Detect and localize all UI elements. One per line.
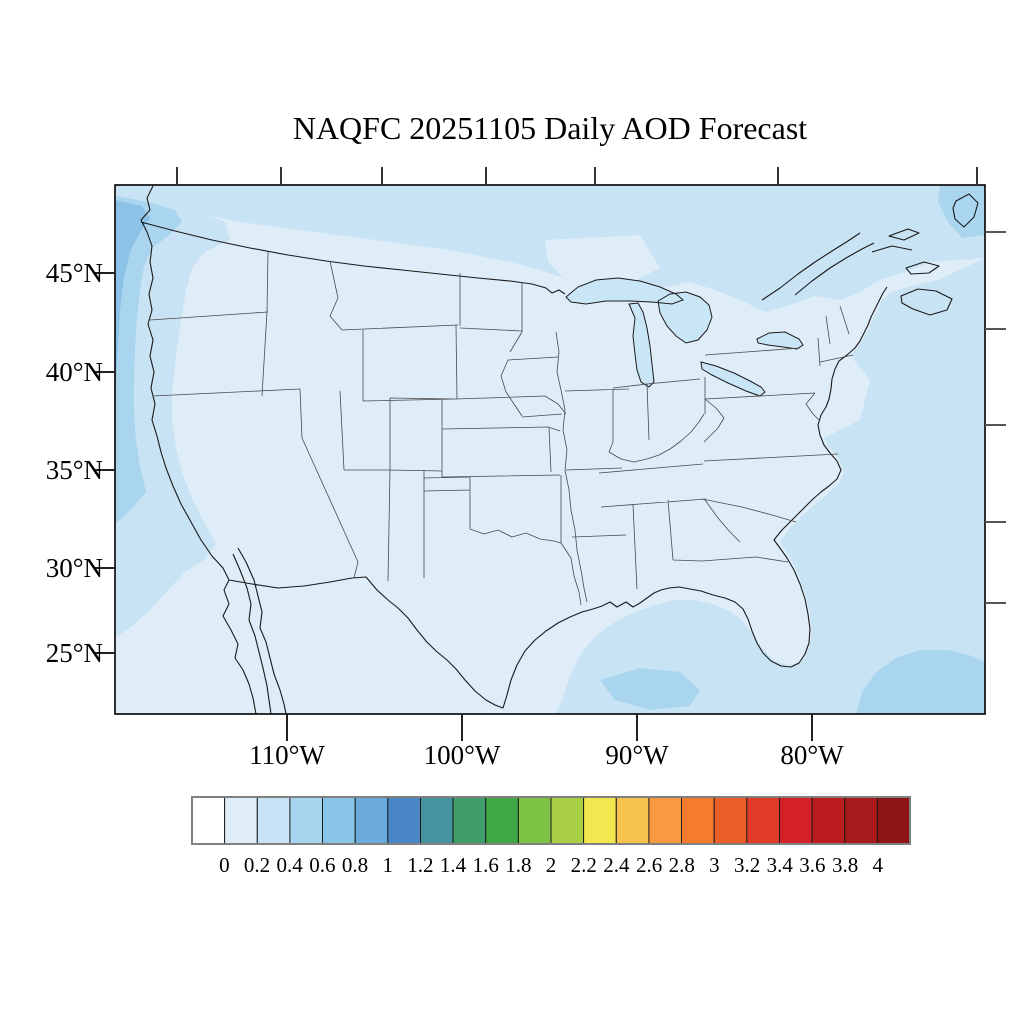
colorbar-segment: [550, 796, 585, 845]
colorbar-tick: 2.8: [668, 853, 695, 877]
colorbar-tick: 2.6: [635, 853, 663, 877]
state-borders: [149, 251, 854, 606]
colorbar-segment: [779, 796, 813, 845]
map-area: [115, 185, 985, 714]
colorbar-tick: 1: [382, 853, 393, 877]
colorbar-segment: [452, 796, 487, 845]
colorbar-segment: [191, 796, 226, 845]
colorbar-tick: 1.4: [439, 853, 467, 877]
map-frame: [114, 184, 986, 715]
colorbar-tick: 2.4: [603, 853, 630, 877]
lon-label-100w: 100°W: [424, 740, 501, 770]
colorbar-tick-labels: 0 0.2 0.4 0.6 0.8 1 1.2 1.4 1.6 1.8 2 2.…: [208, 853, 894, 878]
colorbar-segment: [387, 796, 421, 845]
colorbar-segment: [224, 796, 258, 845]
colorbar-tick: 3: [709, 853, 720, 877]
lon-label-80w: 80°W: [780, 740, 844, 770]
lat-label-30n: 30°N: [46, 553, 103, 583]
right-axis-ticks: [985, 231, 1006, 604]
colorbar-tick: 3.6: [799, 853, 826, 877]
colorbar-segment: [485, 796, 519, 845]
colorbar-segment: [876, 796, 911, 845]
plot-title: NAQFC 20251105 Daily AOD Forecast: [292, 110, 808, 146]
colorbar-segment: [583, 796, 617, 845]
colorbar-tick: 1.8: [505, 853, 532, 877]
colorbar-segment: [811, 796, 846, 845]
colorbar-segment: [289, 796, 324, 845]
colorbar-segment: [256, 796, 291, 845]
colorbar-segment: [713, 796, 748, 845]
colorbar-segment: [746, 796, 780, 845]
colorbar-tick: 2.2: [570, 853, 597, 877]
aod-shade-level2: [115, 185, 985, 714]
colorbar-segment: [681, 796, 715, 845]
colorbar-tick: 2: [545, 853, 557, 877]
colorbar-tick: 0.2: [243, 853, 271, 877]
colorbar-tick: 0: [219, 853, 230, 877]
coastline: [140, 185, 888, 714]
aod-pale-patches: [545, 235, 870, 440]
colorbar-segment: [844, 796, 878, 845]
colorbar-tick: 3.4: [766, 853, 793, 877]
top-axis-ticks: [176, 167, 978, 185]
colorbar-segment: [420, 796, 454, 845]
colorbar-tick: 3.8: [831, 853, 859, 877]
lat-label-25n: 25°N: [46, 638, 103, 668]
colorbar-outline: [191, 796, 911, 845]
lat-label-40n: 40°N: [46, 357, 103, 387]
colorbar-segment: [615, 796, 650, 845]
lat-label-35n: 35°N: [46, 455, 103, 485]
bottom-axis-ticks: [286, 714, 813, 741]
colorbar-segment: [354, 796, 389, 845]
lon-label-90w: 90°W: [605, 740, 669, 770]
great-lakes: [565, 277, 804, 397]
colorbar-tick: 0.8: [341, 853, 369, 877]
colorbar-tick: 1.6: [472, 853, 499, 877]
aod-shade-level3: [115, 200, 150, 400]
colorbar-tick: 0.4: [276, 853, 303, 877]
colorbar-tick: 1.2: [407, 853, 434, 877]
colorbar-tick: 4: [872, 853, 884, 877]
lat-label-45n: 45°N: [46, 258, 103, 288]
colorbar-tick: 0.6: [309, 853, 336, 877]
left-axis-ticks: [95, 272, 115, 654]
colorbar-segment: [648, 796, 683, 845]
lon-label-110w: 110°W: [249, 740, 325, 770]
colorbar-segment: [517, 796, 552, 845]
canada-geography: [761, 193, 979, 316]
colorbar-tick: 3.2: [733, 853, 761, 877]
colorbar-segment: [322, 796, 356, 845]
